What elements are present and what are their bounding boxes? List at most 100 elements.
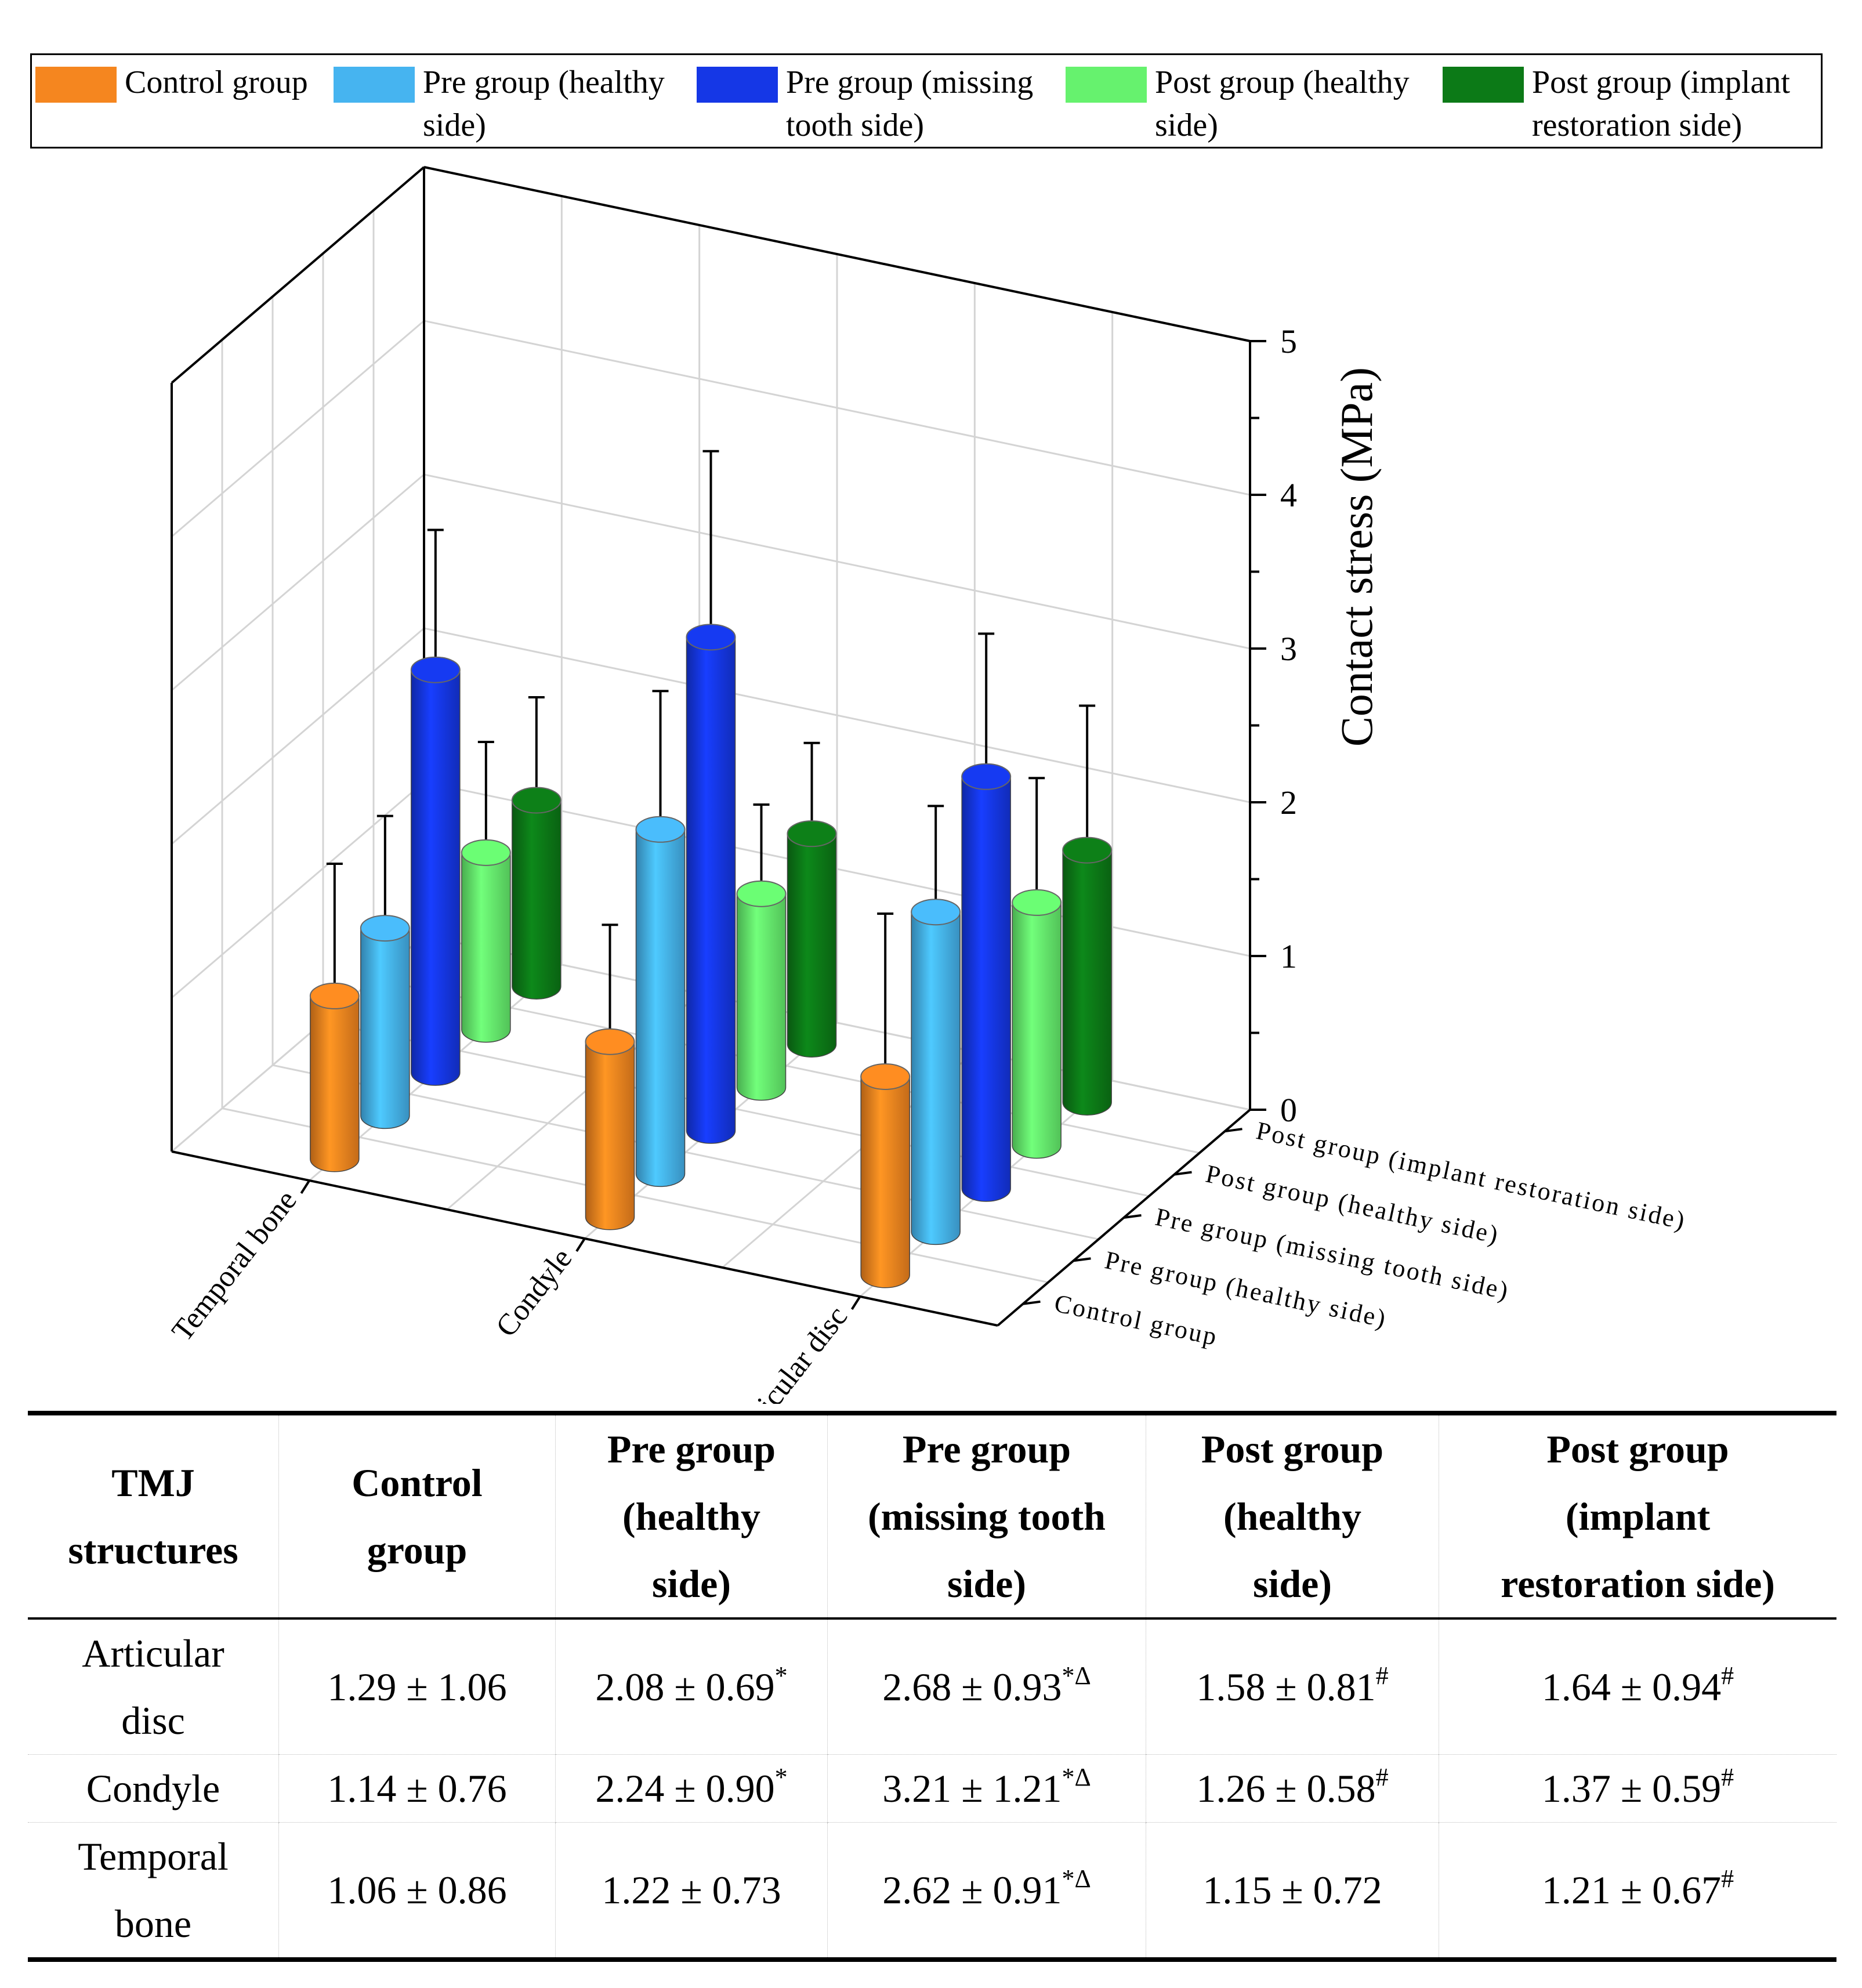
- legend-label-control: Control group: [125, 64, 308, 100]
- floor-gridline: [373, 977, 1200, 1154]
- th-post-healthy: Post group (healthy side): [1146, 1413, 1439, 1618]
- cell: 1.37 ± 0.59#: [1439, 1754, 1836, 1823]
- depth-tick: [1124, 1214, 1142, 1219]
- th-control: Control group: [278, 1413, 556, 1618]
- th-post-implant: Post group (implant restoration side): [1439, 1413, 1836, 1618]
- cell: 2.62 ± 0.91*Δ: [827, 1822, 1146, 1960]
- chart-3d-bar: 0 1 2 3 4 5 Contact stress (MPa) Temporal bone C…: [165, 166, 1689, 1404]
- floor-gridline: [222, 1107, 1049, 1284]
- bar-cap: [961, 763, 1012, 790]
- depth-tick: [1023, 1300, 1041, 1305]
- x-tick-label: Articular disc: [726, 1300, 854, 1404]
- x-tick-label: Temporal bone: [165, 1184, 303, 1347]
- legend-swatch-pre-healthy: [334, 67, 415, 103]
- bar-cap: [410, 656, 461, 683]
- legend-label-post-healthy: Post group (healthy side): [1155, 64, 1410, 143]
- bar-cylinder: [686, 636, 736, 1144]
- stress-table: TMJ structures Control group Pre group (hea…: [28, 1411, 1836, 1962]
- cell: 1.21 ± 0.67#: [1439, 1822, 1836, 1960]
- table-row: Articular disc 1.29 ± 1.06 2.08 ± 0.69* 2…: [28, 1618, 1836, 1755]
- bar-cap: [1062, 837, 1113, 864]
- cell: 1.29 ± 1.06: [278, 1618, 556, 1755]
- floor-gridline: [423, 935, 1251, 1111]
- z-tick-label: 3: [1280, 630, 1297, 668]
- legend-label-post-implant: Post group (implant restoration side): [1532, 64, 1790, 143]
- cell: 1.26 ± 0.58#: [1146, 1754, 1439, 1823]
- row-label: Temporal bone: [78, 1834, 229, 1946]
- floor-gridline: [323, 1021, 1150, 1197]
- cell: 1.64 ± 0.94#: [1439, 1618, 1836, 1755]
- left-wall-gridline: [171, 781, 425, 999]
- depth-tick: [1073, 1257, 1091, 1262]
- bar-cap: [309, 982, 360, 1009]
- bar-cap: [860, 1063, 911, 1090]
- table-row: Condyle 1.14 ± 0.76 2.24 ± 0.90* 3.21 ± …: [28, 1754, 1836, 1823]
- table-row: Temporal bone 1.06 ± 0.86 1.22 ± 0.73 2.6…: [28, 1822, 1836, 1960]
- x-tick-label: Condyle: [490, 1242, 578, 1343]
- cell: 2.24 ± 0.90*: [555, 1754, 828, 1823]
- legend-swatch-post-implant: [1443, 67, 1524, 103]
- th-pre-missing: Pre group (missing tooth side): [827, 1413, 1146, 1618]
- bar-cap: [911, 899, 961, 926]
- bar-cylinder: [461, 852, 511, 1043]
- bar-cylinder: [911, 911, 961, 1245]
- cell: 2.68 ± 0.93*Δ: [827, 1618, 1146, 1755]
- th-pre-healthy: Pre group (healthy side): [555, 1413, 828, 1618]
- depth-tick: [1225, 1128, 1242, 1133]
- legend-swatch-post-healthy: [1066, 67, 1147, 103]
- cell: 1.15 ± 0.72: [1146, 1822, 1439, 1960]
- left-wall-gridline: [171, 473, 425, 691]
- bar-cylinder: [736, 893, 787, 1101]
- bar-cylinder: [360, 928, 410, 1129]
- bar-cylinder: [787, 833, 837, 1058]
- z-tick-label: 0: [1280, 1091, 1297, 1129]
- bar-cap: [461, 839, 511, 866]
- row-label: Articular disc: [82, 1631, 224, 1743]
- legend-label-pre-missing: Pre group (missing tooth side): [786, 64, 1034, 143]
- bar-cylinder: [1062, 849, 1112, 1116]
- bar-cylinder: [585, 1041, 635, 1230]
- cell: 1.06 ± 0.86: [278, 1822, 556, 1960]
- row-label: Condyle: [86, 1766, 220, 1810]
- depth-tick-label: Control group: [1052, 1289, 1220, 1352]
- x-tick: [575, 1237, 586, 1252]
- z-tick-label: 1: [1280, 937, 1297, 975]
- axis-frame-line: [171, 166, 425, 384]
- z-axis-label: Contact stress (MPa): [1331, 367, 1382, 747]
- bar-cylinder: [310, 995, 360, 1172]
- left-wall-gridline: [171, 627, 425, 845]
- bar-cap: [360, 915, 410, 942]
- bar-cap: [787, 820, 837, 848]
- cell: 3.21 ± 1.21*Δ: [827, 1754, 1146, 1823]
- cell: 2.08 ± 0.69*: [555, 1618, 828, 1755]
- left-wall-gridline: [171, 320, 425, 538]
- bar-cap: [635, 816, 686, 843]
- depth-tick: [1174, 1171, 1192, 1176]
- bar-cylinder: [411, 669, 461, 1086]
- legend-swatch-control: [35, 67, 117, 103]
- z-tick-label: 4: [1280, 476, 1297, 514]
- legend-swatch-pre-missing: [697, 67, 778, 103]
- table-header-row: TMJ structures Control group Pre group (hea…: [28, 1413, 1836, 1618]
- legend-label-pre-healthy: Pre group (healthy side): [423, 64, 665, 143]
- x-tick: [850, 1295, 861, 1310]
- x-tick: [300, 1179, 311, 1194]
- z-tick-label: 5: [1280, 323, 1297, 360]
- bar-cylinder: [860, 1076, 910, 1288]
- legend: Control group Pre group (healthy side) P…: [30, 53, 1823, 149]
- th-structures: TMJ structures: [68, 1461, 238, 1572]
- bar-cap: [686, 624, 736, 651]
- cell: 1.22 ± 0.73: [555, 1822, 828, 1960]
- bar-cap: [511, 787, 562, 814]
- cell: 1.58 ± 0.81#: [1146, 1618, 1439, 1755]
- z-tick-label: 2: [1280, 784, 1297, 821]
- bar-cap: [585, 1028, 635, 1055]
- bar-cylinder: [635, 829, 686, 1187]
- bar-cap: [1012, 889, 1062, 916]
- floor-gridline: [272, 1064, 1099, 1240]
- axis-frame-line: [423, 166, 1251, 342]
- bar-cylinder: [512, 799, 562, 1000]
- cell: 1.14 ± 0.76: [278, 1754, 556, 1823]
- bar-cylinder: [1012, 902, 1062, 1159]
- bar-cylinder: [961, 776, 1011, 1202]
